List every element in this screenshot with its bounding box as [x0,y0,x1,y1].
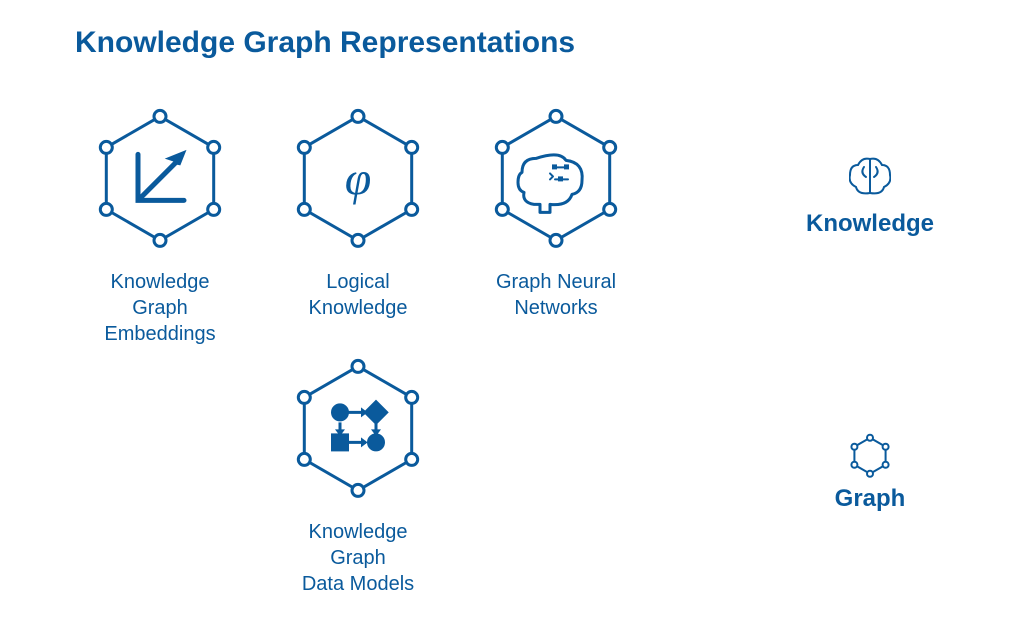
hex-item-dm: Knowledge GraphData Models [288,350,428,597]
logical-caption-line: Logical [288,269,428,295]
kge-hexagon-icon [90,100,230,257]
page-title: Knowledge Graph Representations [75,26,575,60]
kge-caption-line: Knowledge Graph [90,269,230,321]
dm-caption-line: Knowledge Graph [288,519,428,571]
logical-caption-line: Knowledge [288,295,428,321]
hex-item-kge: Knowledge GraphEmbeddings [90,100,230,347]
svg-text:φ: φ [345,152,372,205]
dm-hexagon-icon [288,350,428,507]
hex-item-logical: φ LogicalKnowledge [288,100,428,321]
knowledge-icon [849,155,891,197]
dm-caption: Knowledge GraphData Models [288,519,428,597]
logical-hexagon-icon: φ [288,100,428,257]
kge-caption: Knowledge GraphEmbeddings [90,269,230,347]
graph-icon [847,430,893,482]
graph-label: Graph [790,485,950,513]
hex-item-gnn: Graph NeuralNetworks [486,100,626,321]
logical-caption: LogicalKnowledge [288,269,428,321]
gnn-caption-line: Graph Neural [486,269,626,295]
gnn-caption-line: Networks [486,295,626,321]
gnn-caption: Graph NeuralNetworks [486,269,626,321]
kge-caption-line: Embeddings [90,321,230,347]
knowledge-label: Knowledge [790,210,950,238]
gnn-hexagon-icon [486,100,626,257]
dm-caption-line: Data Models [288,571,428,597]
